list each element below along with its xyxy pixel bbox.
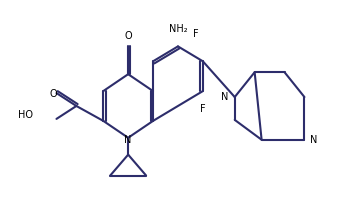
Text: F: F: [193, 29, 199, 40]
Text: O: O: [50, 89, 57, 99]
Text: O: O: [124, 32, 132, 41]
Text: HO: HO: [18, 110, 33, 120]
Text: NH₂: NH₂: [168, 23, 187, 34]
Text: N: N: [221, 92, 229, 102]
Text: F: F: [200, 104, 206, 114]
Text: N: N: [124, 135, 132, 145]
Text: N: N: [310, 135, 318, 145]
